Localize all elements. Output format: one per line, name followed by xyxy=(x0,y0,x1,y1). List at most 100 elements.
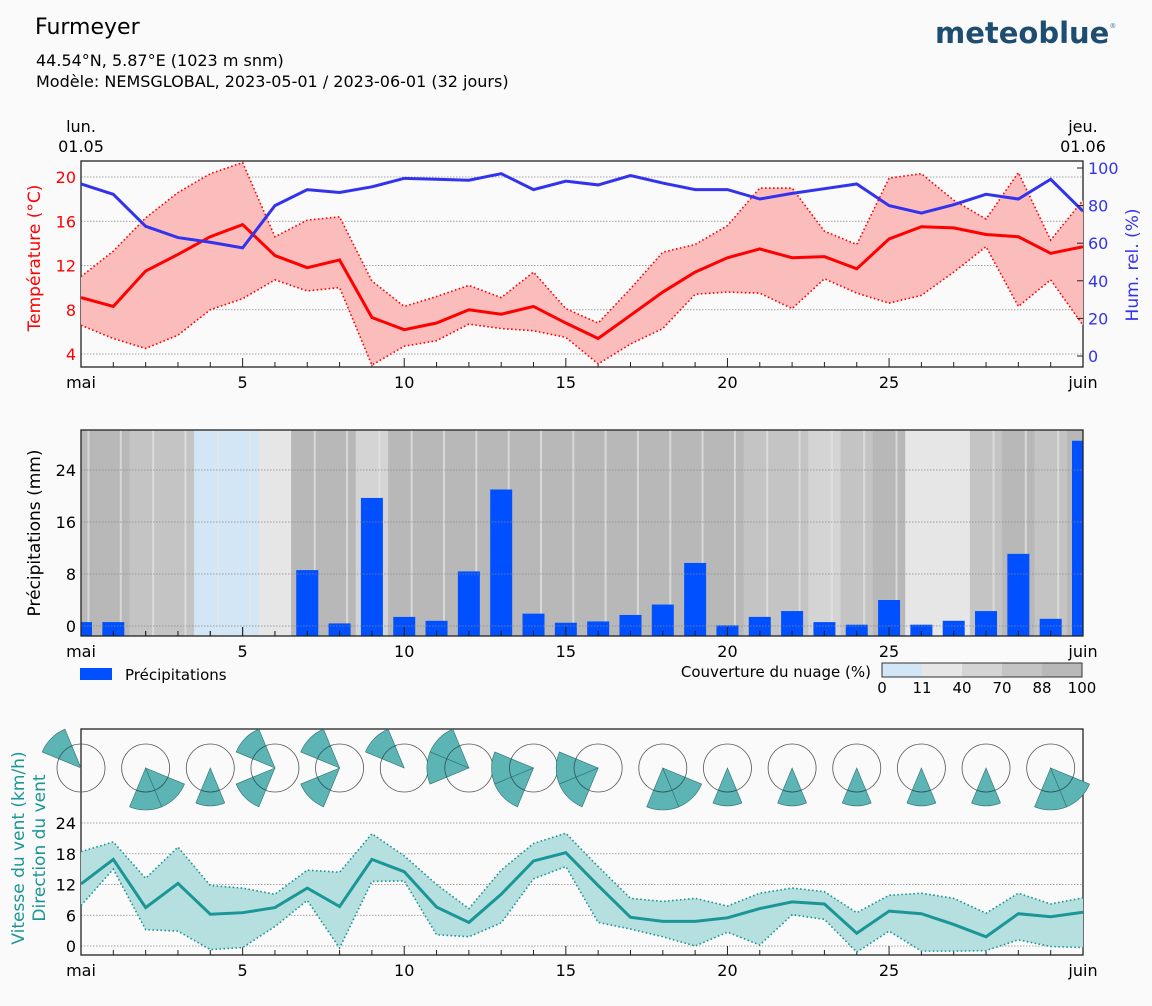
y-tick-label: 18 xyxy=(56,845,76,864)
x-tick-label: juin xyxy=(1067,961,1097,980)
cloud-cover-substripe xyxy=(701,430,704,636)
wind-range-fill xyxy=(81,833,1083,953)
wind-plot-area xyxy=(81,832,1083,954)
precipitation-bar xyxy=(296,570,319,636)
wind-rose-ring-arc xyxy=(653,789,673,793)
cloud-cover-stripe xyxy=(646,430,680,636)
cloud-cover-substripe xyxy=(798,430,801,636)
wind-rose-ring-arc xyxy=(1059,777,1074,791)
cloud-cover-stripe xyxy=(711,430,745,636)
y-tick-label: 16 xyxy=(56,513,76,532)
cloud-cover-stripe xyxy=(517,430,551,636)
humidity-axis-label: Hum. rel. (%) xyxy=(1123,209,1143,322)
wind-direction-axis-label: Direction du vent xyxy=(30,774,50,921)
cloud-cover-legend-swatch xyxy=(962,663,1002,677)
precipitation-bar xyxy=(813,622,836,636)
y-tick-label: 16 xyxy=(56,212,76,231)
wind-rose xyxy=(41,728,106,793)
precipitation-bar xyxy=(328,623,351,636)
cloud-cover-stripe xyxy=(937,430,971,636)
x-tick-label: juin xyxy=(1067,373,1097,392)
wind-rose xyxy=(555,743,623,808)
cloud-cover-substripe xyxy=(443,430,446,636)
wind-speed-axis-label: Vitesse du vent (km/h) xyxy=(9,751,29,944)
meteoblue-logo[interactable]: meteoblue® xyxy=(935,16,1116,50)
precipitation-legend-swatch xyxy=(80,668,112,680)
cloud-cover-substripe xyxy=(830,430,833,636)
precipitation-bar xyxy=(360,497,383,636)
cloud-cover-stripe xyxy=(743,430,777,636)
y-tick-label: 0 xyxy=(66,937,76,956)
cloud-cover-stripe xyxy=(226,430,260,636)
wind-rose-ring-arc xyxy=(782,789,802,793)
wind-rose-ring-arc xyxy=(446,745,460,759)
cloud-cover-stripe xyxy=(614,430,648,636)
wind-rose-sector xyxy=(300,767,341,808)
precipitation-bar xyxy=(393,616,416,636)
wind-rose xyxy=(121,743,185,811)
wind-rose-sector xyxy=(195,767,226,807)
cloud-cover-legend-tick: 0 xyxy=(877,679,887,697)
wind-rose-sector xyxy=(1050,767,1090,808)
x-tick-label: 10 xyxy=(394,373,414,392)
temperature-max-line xyxy=(81,161,1083,324)
wind-rose-ring-arc xyxy=(444,758,448,778)
cloud-cover-substripe xyxy=(1057,430,1060,636)
wind-rose-sector xyxy=(777,767,807,807)
end-date-label: jeu. 01.06 xyxy=(1052,117,1114,157)
cloud-cover-substripe xyxy=(669,430,672,636)
wind-rose-ring-arc xyxy=(575,777,590,791)
wind-rose-sector xyxy=(712,767,743,807)
x-tick-label: mai xyxy=(66,961,96,980)
wind-rose xyxy=(1026,743,1090,811)
cloud-cover-substripe xyxy=(1024,430,1027,636)
cloud-cover-stripe xyxy=(129,430,163,636)
cloud-cover-stripe xyxy=(969,430,1003,636)
precipitation-bar xyxy=(910,624,933,636)
precipitation-bar xyxy=(942,620,965,636)
precipitation-bar xyxy=(845,624,868,636)
cloud-cover-legend-tick: 40 xyxy=(952,679,971,697)
wind-rose xyxy=(896,743,946,807)
wind-rose-ring-arc xyxy=(1041,789,1061,793)
coordinates-text: 44.54°N, 5.87°E (1023 m snm) xyxy=(36,51,284,70)
wind-rose-ring-arc xyxy=(317,777,331,791)
precipitation-bar xyxy=(1072,440,1083,636)
wind-rose-ring-arc xyxy=(847,789,867,793)
precipitation-bar xyxy=(522,613,545,636)
x-tick-label: 10 xyxy=(394,642,414,661)
cloud-cover-substripe xyxy=(281,430,284,636)
cloud-cover-stripe xyxy=(420,430,454,636)
wind-rose xyxy=(767,743,817,807)
cloud-cover-substripe xyxy=(927,430,930,636)
cloud-cover-substripe xyxy=(539,430,542,636)
y-tick-label: 8 xyxy=(66,565,76,584)
cloud-cover-legend-swatch xyxy=(882,663,922,677)
wind-rose xyxy=(426,728,494,793)
cloud-cover-stripe xyxy=(194,430,227,636)
cloud-cover-substripe xyxy=(604,430,607,636)
cloud-cover-stripe xyxy=(161,430,195,636)
precipitation-bar xyxy=(975,611,998,636)
y-tick-label: 4 xyxy=(66,345,76,364)
cloud-cover-stripe xyxy=(905,430,939,636)
y-tick-label: 6 xyxy=(66,906,76,925)
start-date: 01.05 xyxy=(58,137,104,156)
wind-rose xyxy=(235,728,300,808)
cloud-cover-stripe xyxy=(549,430,583,636)
cloud-cover-stripe xyxy=(840,430,874,636)
wind-rose-sector xyxy=(662,767,703,808)
cloud-cover-legend-swatch xyxy=(922,663,962,677)
cloud-cover-substripe xyxy=(992,430,995,636)
wind-rose xyxy=(961,743,1011,807)
precipitation-bar xyxy=(490,489,513,636)
y2-tick-label: 0 xyxy=(1088,347,1098,366)
cloud-cover-substripe xyxy=(119,430,122,636)
wind-rose-ring-arc xyxy=(573,758,577,778)
y-tick-label: 24 xyxy=(56,814,76,833)
precipitation-bar xyxy=(1039,618,1062,636)
precipitation-plot-area xyxy=(81,430,1083,636)
x-tick-label: 20 xyxy=(717,642,737,661)
y-tick-label: 8 xyxy=(66,301,76,320)
